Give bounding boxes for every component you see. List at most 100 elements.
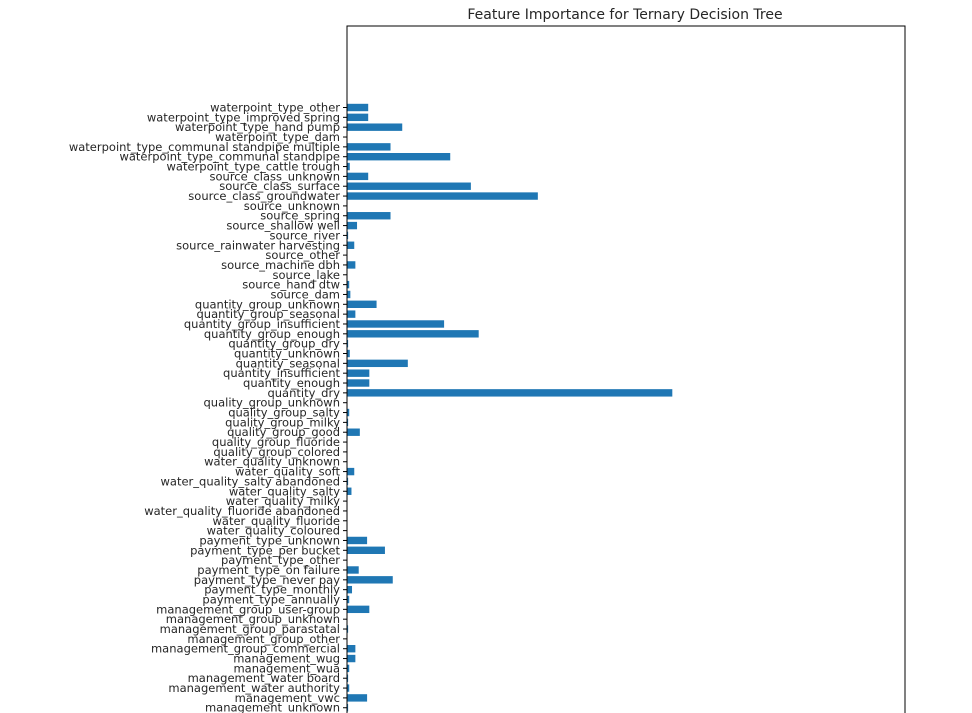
bars-group xyxy=(347,103,673,712)
y-tick-label: source_hand dtw xyxy=(242,278,340,292)
bar-quality-group-salty xyxy=(347,408,350,417)
bar-quantity-group-insufficient xyxy=(347,320,445,328)
y-tick-label: quality_group_fluoride xyxy=(212,435,340,449)
bar-management-group-commercial xyxy=(347,645,356,653)
y-tick-label: source_unknown xyxy=(244,199,340,213)
bar-source-river xyxy=(347,231,349,240)
bar-management-wua xyxy=(347,664,350,673)
bar-waterpoint-type-cattle-trough xyxy=(347,162,350,171)
y-tick-label: source_class_surface xyxy=(219,179,340,193)
bar-management-group-parastatal xyxy=(347,625,349,633)
bar-source-dam xyxy=(347,290,351,299)
bar-quantity-group-enough xyxy=(347,330,479,338)
y-tick-label: management_group_user-group xyxy=(156,602,340,616)
y-tick-label: quantity_group_unknown xyxy=(195,297,340,311)
bar-source-class-surface xyxy=(347,182,471,190)
bar-management-vwc xyxy=(347,694,368,702)
y-tick-label: payment_type_on failure xyxy=(197,563,340,577)
bar-waterpoint-type-communal-standpipe-multiple xyxy=(347,143,391,151)
y-tick-label: quantity_insufficient xyxy=(223,366,340,380)
bar-source-rainwater-harvesting xyxy=(347,241,355,249)
y-tick-label: waterpoint_type_improved spring xyxy=(147,110,340,124)
bar-quantity-insufficient xyxy=(347,369,370,377)
y-tick-label: source_dam xyxy=(271,287,341,301)
bar-waterpoint-type-other xyxy=(347,103,369,112)
bar-source-class-unknown xyxy=(347,172,369,181)
y-tick-label: water_quality_fluoride xyxy=(213,514,340,528)
y-tick-label: quality_group_salty xyxy=(228,406,340,420)
bar-quantity-group-seasonal xyxy=(347,310,356,318)
bar-quantity-enough xyxy=(347,379,370,387)
y-tick-label: quantity_enough xyxy=(243,376,340,390)
bar-management-group-user-group xyxy=(347,605,370,614)
bar-quantity-dry xyxy=(347,389,673,397)
bar-water-quality-salty-abandoned xyxy=(347,477,349,486)
y-tick-label: quality_group_milky xyxy=(225,415,340,429)
bar-payment-type-on-failure xyxy=(347,566,359,574)
bar-payment-type-annually xyxy=(347,595,350,604)
bar-quantity-group-unknown xyxy=(347,300,377,308)
y-tick-label: water_quality_salty abandoned xyxy=(161,474,341,488)
y-ticks-group xyxy=(343,107,347,709)
bar-source-spring xyxy=(347,212,391,220)
y-tick-labels-group: waterpoint_type_otherwaterpoint_type_imp… xyxy=(69,101,341,713)
y-tick-label: management_water board xyxy=(188,671,340,685)
bar-payment-type-per-bucket xyxy=(347,546,385,554)
y-tick-label: management_group_other xyxy=(187,632,340,646)
y-tick-label: management_unknown xyxy=(205,701,340,713)
y-tick-label: payment_type_never pay xyxy=(194,573,340,587)
y-tick-label: quantity_dry xyxy=(267,386,340,400)
y-tick-label: management_water authority xyxy=(168,681,340,695)
y-tick-label: quantity_group_enough xyxy=(204,327,340,341)
bar-management-wug xyxy=(347,654,356,663)
y-tick-label: water_quality_salty xyxy=(229,484,340,498)
y-tick-label: management_vwc xyxy=(235,691,340,705)
y-tick-label: quality_group_good xyxy=(227,425,340,439)
bar-quantity-unknown xyxy=(347,349,350,358)
y-tick-label: source_river xyxy=(270,228,341,242)
y-tick-label: source_rainwater harvesting xyxy=(176,238,340,252)
bar-management-unknown xyxy=(347,704,349,712)
y-tick-label: waterpoint_type_communal standpipe xyxy=(119,150,340,164)
y-tick-label: payment_type_monthly xyxy=(204,583,340,597)
y-tick-label: management_wua xyxy=(233,661,340,675)
y-tick-label: quantity_group_seasonal xyxy=(196,307,340,321)
y-tick-label: management_group_parastatal xyxy=(160,622,340,636)
bar-source-hand-dtw xyxy=(347,280,350,289)
y-tick-label: source_class_groundwater xyxy=(188,189,340,203)
y-tick-label: water_quality_milky xyxy=(226,494,340,508)
y-tick-label: payment_type_per bucket xyxy=(190,543,340,557)
bar-management-water-authority xyxy=(347,684,350,692)
y-tick-label: quantity_group_insufficient xyxy=(184,317,341,331)
bar-water-quality-soft xyxy=(347,467,355,476)
y-tick-label: source_lake xyxy=(272,268,340,282)
chart-title: Feature Importance for Ternary Decision … xyxy=(467,7,782,23)
bar-management-water-board xyxy=(347,674,349,682)
plot-frame xyxy=(346,25,906,713)
y-tick-label: water_quality_soft xyxy=(235,465,340,479)
y-tick-label: waterpoint_type_communal standpipe multi… xyxy=(69,140,340,154)
y-tick-label: management_wug xyxy=(233,652,340,666)
y-tick-label: payment_type_annually xyxy=(202,593,340,607)
y-tick-label: waterpoint_type_other xyxy=(210,101,340,115)
bar-source-machine-dbh xyxy=(347,261,356,269)
y-tick-label: water_quality_coloured xyxy=(207,524,340,538)
bar-quantity-seasonal xyxy=(347,359,408,368)
y-tick-label: waterpoint_type_hand pump xyxy=(175,120,340,134)
bar-quality-group-good xyxy=(347,428,360,436)
y-tick-label: quantity_seasonal xyxy=(236,356,340,370)
bar-waterpoint-type-improved-spring xyxy=(347,113,369,122)
y-tick-label: management_group_unknown xyxy=(166,612,340,626)
bar-payment-type-unknown xyxy=(347,536,368,545)
y-tick-label: management_group_commercial xyxy=(151,642,340,656)
y-tick-label: source_machine dbh xyxy=(221,258,340,272)
y-tick-label: quality_group_unknown xyxy=(204,396,341,410)
y-tick-label: quantity_group_dry xyxy=(228,337,340,351)
bar-waterpoint-type-hand-pump xyxy=(347,123,403,131)
bar-quantity-group-dry xyxy=(347,339,349,348)
y-tick-label: source_other xyxy=(265,248,340,262)
y-tick-label: water_quality_fluoride abandoned xyxy=(144,504,340,518)
y-tick-label: source_shallow well xyxy=(226,219,340,233)
y-tick-label: payment_type_unknown xyxy=(199,533,340,547)
bar-source-shallow-well xyxy=(347,221,358,230)
